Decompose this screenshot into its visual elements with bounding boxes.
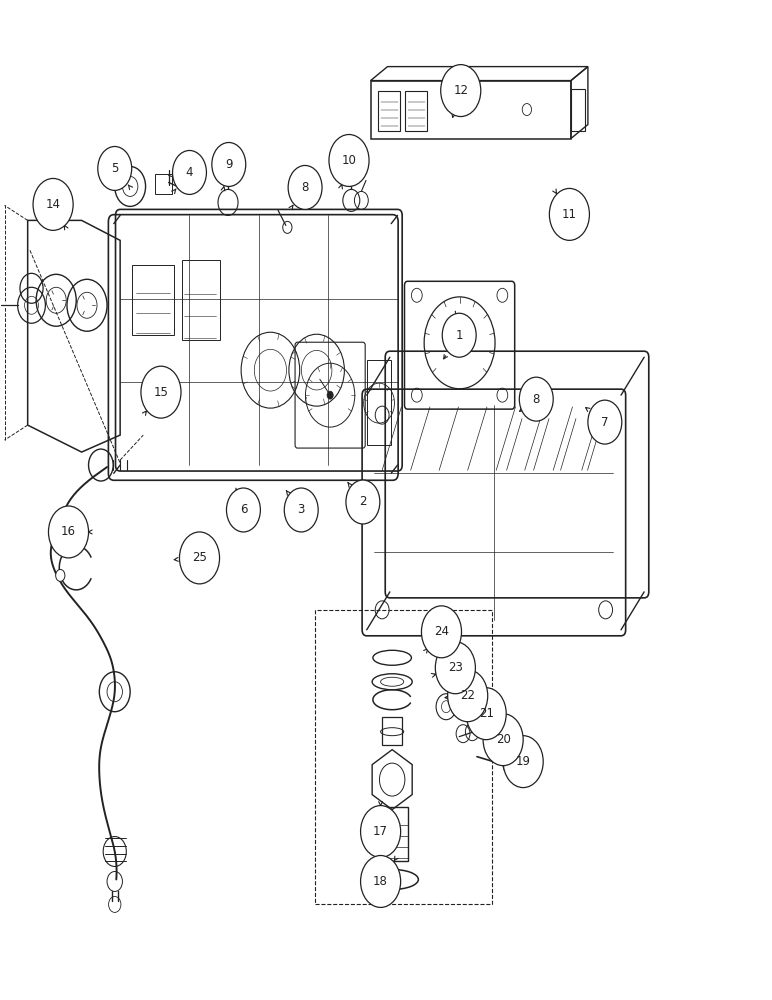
Text: 20: 20 — [496, 733, 510, 746]
Circle shape — [588, 400, 621, 444]
Text: 22: 22 — [460, 689, 476, 702]
Circle shape — [49, 506, 89, 558]
Circle shape — [212, 142, 245, 186]
Text: 12: 12 — [453, 84, 469, 97]
Circle shape — [483, 714, 523, 766]
Circle shape — [329, 135, 369, 186]
Circle shape — [141, 366, 181, 418]
Circle shape — [288, 165, 322, 209]
Text: 8: 8 — [301, 181, 309, 194]
Text: 25: 25 — [192, 551, 207, 564]
Text: 3: 3 — [297, 503, 305, 516]
Text: 23: 23 — [448, 661, 462, 674]
Circle shape — [346, 480, 380, 524]
Circle shape — [284, 488, 318, 532]
Circle shape — [550, 188, 590, 240]
Text: 4: 4 — [186, 166, 193, 179]
Text: 7: 7 — [601, 416, 608, 429]
Circle shape — [455, 338, 463, 348]
Text: 21: 21 — [479, 707, 493, 720]
Bar — [181, 260, 220, 340]
Text: 1: 1 — [455, 329, 463, 342]
Text: 15: 15 — [154, 386, 168, 399]
Text: 8: 8 — [533, 393, 540, 406]
Bar — [367, 360, 391, 445]
Circle shape — [33, 178, 73, 230]
Bar — [405, 91, 427, 131]
Text: 16: 16 — [61, 525, 76, 538]
Circle shape — [422, 606, 462, 658]
Circle shape — [226, 488, 260, 532]
Text: 17: 17 — [373, 825, 388, 838]
Circle shape — [98, 146, 132, 190]
Circle shape — [435, 642, 476, 694]
Text: 5: 5 — [111, 162, 118, 175]
Text: 2: 2 — [359, 495, 367, 508]
Circle shape — [520, 377, 554, 421]
Bar — [132, 265, 174, 335]
Circle shape — [503, 736, 543, 788]
Bar — [378, 91, 400, 131]
Text: 24: 24 — [434, 625, 449, 638]
Bar — [382, 717, 402, 745]
Text: 19: 19 — [516, 755, 530, 768]
Circle shape — [56, 569, 65, 581]
Text: 18: 18 — [373, 875, 388, 888]
Circle shape — [361, 806, 401, 858]
Circle shape — [172, 150, 206, 194]
Circle shape — [448, 670, 488, 722]
Bar — [377, 807, 408, 861]
Text: 9: 9 — [225, 158, 232, 171]
Text: 6: 6 — [239, 503, 247, 516]
Circle shape — [361, 856, 401, 907]
Bar — [315, 610, 493, 904]
Text: 11: 11 — [562, 208, 577, 221]
Circle shape — [466, 688, 506, 740]
Bar — [155, 174, 172, 194]
Circle shape — [441, 65, 481, 117]
Circle shape — [179, 532, 219, 584]
Text: 10: 10 — [341, 154, 357, 167]
Circle shape — [442, 313, 476, 357]
Circle shape — [327, 391, 334, 399]
Text: 14: 14 — [46, 198, 60, 211]
